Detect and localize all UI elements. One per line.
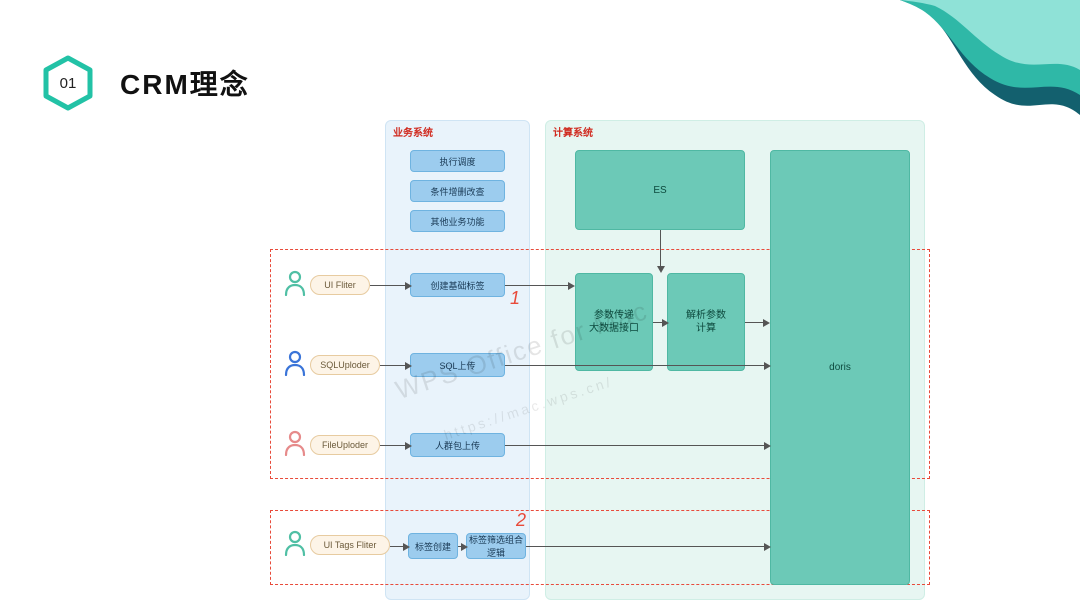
annotation-2: 2 (516, 510, 526, 531)
arrow-0 (370, 285, 406, 286)
arrow-head-6 (763, 319, 770, 327)
arrow-head-5 (662, 319, 669, 327)
varrow-0 (660, 230, 661, 267)
arrow-head-0 (405, 282, 412, 290)
annotation-1: 1 (510, 288, 520, 309)
arrow-3 (390, 546, 404, 547)
actor-pill-uitags: UI Tags Fliter (310, 535, 390, 555)
arrow-8 (505, 365, 765, 366)
arrow-6 (745, 322, 764, 323)
actor-pill-sqlup: SQLUploder (310, 355, 380, 375)
compute-box-doris: doris (770, 150, 910, 585)
arrow-head-4 (568, 282, 575, 290)
arrow-9 (505, 445, 765, 446)
arrow-head-7 (461, 543, 468, 551)
business-box-sqlup: SQL上传 (410, 353, 505, 377)
arrow-head-10 (764, 543, 771, 551)
business-box-tagcreate: 标签创建 (408, 533, 458, 559)
arrow-head-1 (405, 362, 412, 370)
actor-pill-uifilter: UI Fliter (310, 275, 370, 295)
compute-box-es: ES (575, 150, 745, 230)
actor-pill-fileup: FileUploder (310, 435, 380, 455)
actor-icon-uifilter (284, 270, 306, 296)
business-box-tagcombine: 标签筛选组合逻辑 (466, 533, 526, 559)
business-box-otherbiz: 其他业务功能 (410, 210, 505, 232)
varrow-head-0 (657, 266, 665, 273)
actor-icon-fileup (284, 430, 306, 456)
actor-icon-sqlup (284, 350, 306, 376)
arrow-4 (505, 285, 569, 286)
arrow-head-3 (403, 543, 410, 551)
business-box-condition: 条件增删改查 (410, 180, 505, 202)
diagram-canvas: 业务系统 计算系统执行调度条件增删改查其他业务功能创建基础标签 SQL上传人群包上传… (0, 0, 1080, 608)
arrow-1 (380, 365, 406, 366)
business-box-schedule: 执行调度 (410, 150, 505, 172)
compute-title-label: 计算系统 (553, 124, 593, 139)
arrow-2 (380, 445, 406, 446)
arrow-10 (526, 546, 765, 547)
business-box-crowdup: 人群包上传 (410, 433, 505, 457)
compute-box-param: 参数传递 大数据接口 (575, 273, 653, 371)
actor-icon-uitags (284, 530, 306, 556)
arrow-head-2 (405, 442, 412, 450)
compute-box-parse: 解析参数 计算 (667, 273, 745, 371)
arrow-head-9 (764, 442, 771, 450)
business-title-label: 业务系统 (393, 124, 433, 139)
arrow-head-8 (764, 362, 771, 370)
business-box-createtag: 创建基础标签 (410, 273, 505, 297)
